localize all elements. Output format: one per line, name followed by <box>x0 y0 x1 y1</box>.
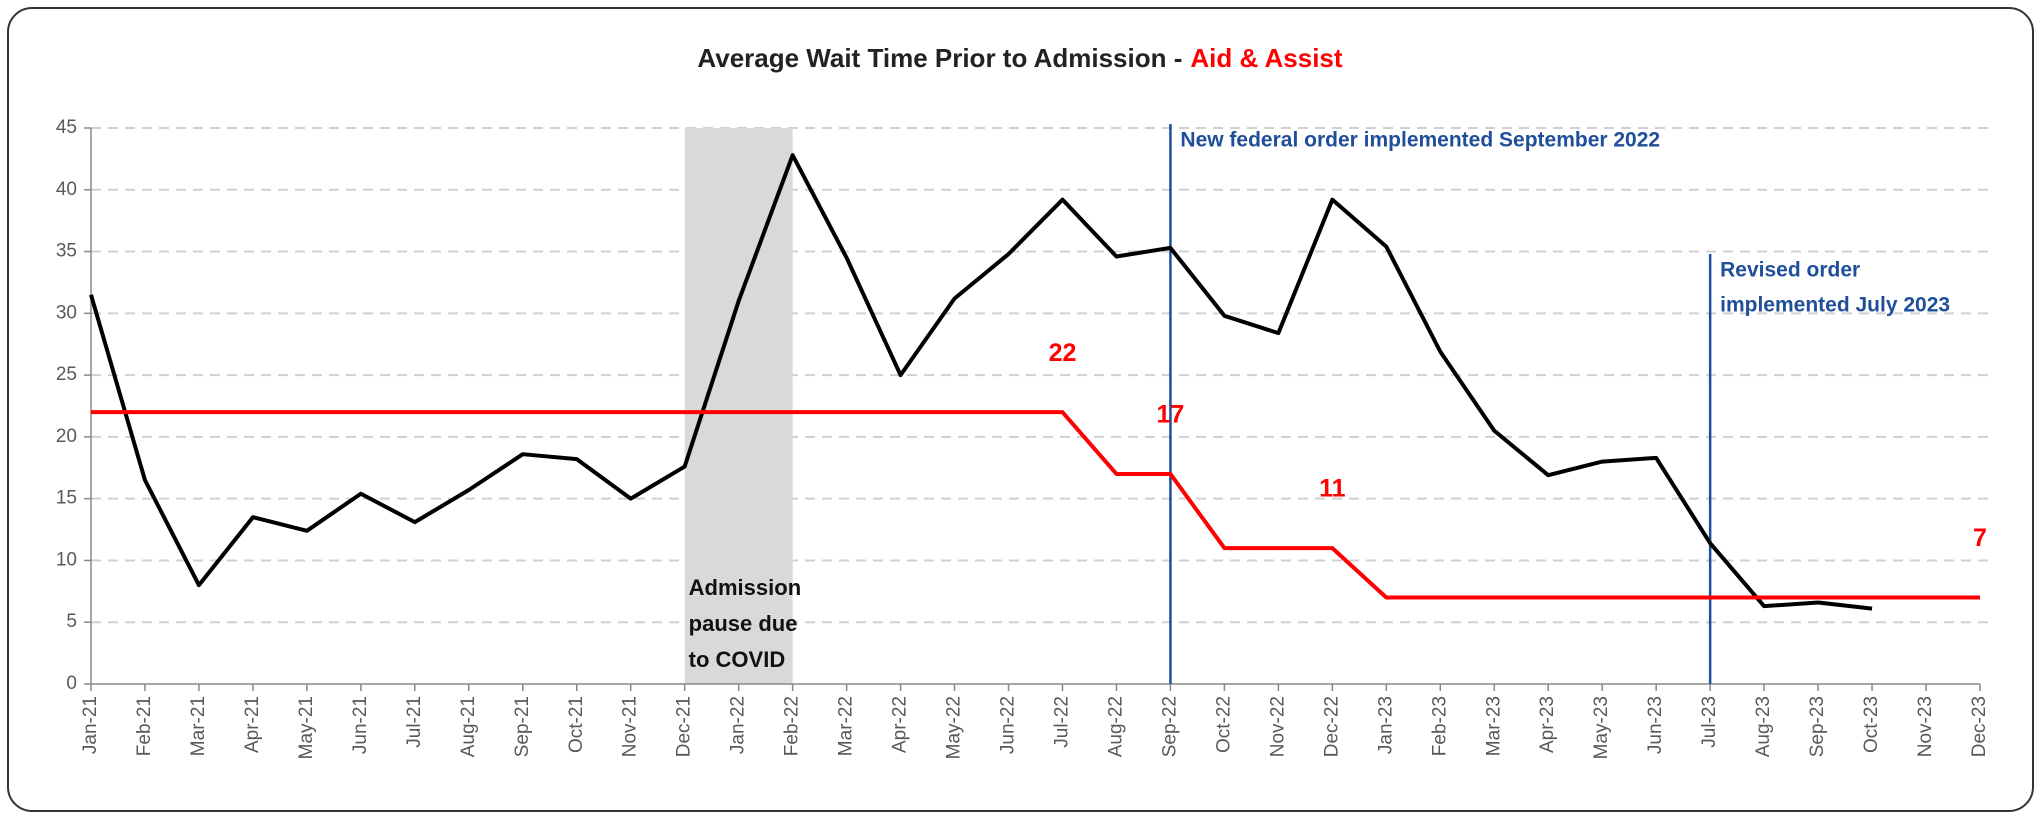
x-tick-label: Dec-22 <box>1321 696 1342 757</box>
x-tick-label: Mar-21 <box>188 696 209 756</box>
reference-label: Revised order <box>1720 259 1860 282</box>
data-label: 22 <box>1049 339 1077 367</box>
x-tick-label: Jun-21 <box>350 696 371 754</box>
series-line <box>91 410 1980 600</box>
data-label: 11 <box>1319 475 1346 503</box>
x-tick-label: Jan-21 <box>80 696 101 754</box>
y-tick-label: 0 <box>66 673 77 694</box>
chart-title: Average Wait Time Prior to Admission - Ai… <box>697 43 1342 73</box>
x-tick-label: Jul-23 <box>1699 696 1720 748</box>
y-tick-label: 40 <box>56 179 77 200</box>
y-tick-label: 25 <box>56 364 77 385</box>
y-tick-label: 45 <box>56 117 77 138</box>
x-tick-label: Jul-22 <box>1052 696 1073 748</box>
x-tick-label: Nov-21 <box>620 696 641 757</box>
x-tick-label: Feb-22 <box>782 696 803 756</box>
shaded-span-label: Admission <box>689 575 801 600</box>
shaded-span-label: pause due <box>689 611 798 636</box>
data-label: 17 <box>1157 401 1185 429</box>
reference-label: implemented July 2023 <box>1720 294 1950 317</box>
series-line <box>89 153 1873 611</box>
y-tick-label: 35 <box>56 241 77 262</box>
x-tick-label: Sep-21 <box>512 696 533 757</box>
y-tick-label: 5 <box>66 611 77 632</box>
x-tick-label: Aug-22 <box>1105 696 1126 757</box>
x-tick-label: Oct-21 <box>566 696 587 753</box>
title-highlight: Aid & Assist <box>1190 43 1343 73</box>
y-tick-label: 20 <box>56 426 77 447</box>
x-tick-label: Dec-21 <box>674 696 695 757</box>
x-tick-label: May-23 <box>1591 696 1612 759</box>
x-tick-label: Mar-22 <box>836 696 857 756</box>
x-tick-label: Jul-21 <box>404 696 425 748</box>
x-tick-label: Apr-21 <box>242 696 263 753</box>
y-tick-label: 15 <box>56 488 77 509</box>
x-tick-label: May-22 <box>944 696 965 759</box>
x-tick-label: Jun-22 <box>998 696 1019 754</box>
x-tick-label: Mar-23 <box>1483 696 1504 756</box>
chart-frame <box>7 7 2034 812</box>
x-tick-label: Oct-23 <box>1861 696 1882 753</box>
x-tick-label: Feb-21 <box>134 696 155 756</box>
x-tick-label: Oct-22 <box>1213 696 1234 753</box>
x-tick-label: May-21 <box>296 696 317 759</box>
x-tick-label: Aug-23 <box>1753 696 1774 757</box>
x-tick-label: Apr-23 <box>1537 696 1558 753</box>
shaded-span-label: to COVID <box>689 647 786 672</box>
x-tick-label: Jan-23 <box>1375 696 1396 754</box>
x-tick-label: Aug-21 <box>458 696 479 757</box>
x-tick-label: Jan-22 <box>728 696 749 754</box>
title-main: Average Wait Time Prior to Admission - <box>697 43 1182 73</box>
y-tick-label: 10 <box>56 549 77 570</box>
x-tick-label: Nov-22 <box>1267 696 1288 757</box>
shaded-span <box>684 128 793 684</box>
x-tick-label: Jun-23 <box>1645 696 1666 754</box>
x-tick-label: Dec-23 <box>1969 696 1990 757</box>
x-tick-label: Sep-22 <box>1159 696 1180 757</box>
reference-label: New federal order implemented September … <box>1180 129 1660 152</box>
x-tick-label: Sep-23 <box>1807 696 1828 757</box>
x-tick-label: Nov-23 <box>1915 696 1936 757</box>
x-tick-label: Feb-23 <box>1429 696 1450 756</box>
y-tick-label: 30 <box>56 302 77 323</box>
data-label: 7 <box>1973 524 1987 552</box>
x-tick-label: Apr-22 <box>890 696 911 753</box>
